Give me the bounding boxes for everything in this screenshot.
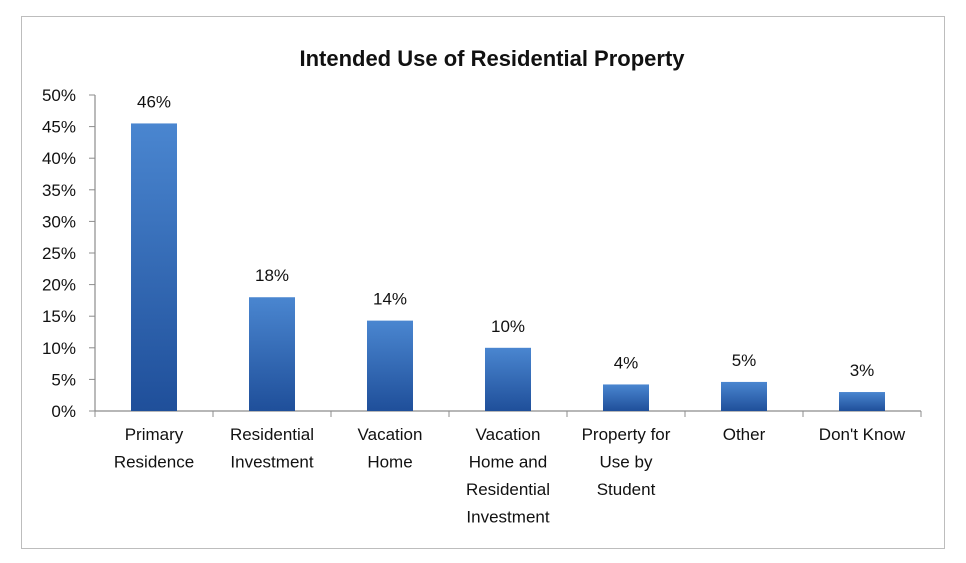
data-label: 46%	[137, 92, 171, 111]
y-tick-label: 40%	[42, 149, 76, 168]
bar	[131, 123, 177, 411]
bar-chart: Intended Use of Residential Property 0% 5…	[42, 46, 922, 527]
bar	[249, 297, 295, 411]
x-tick-label: Residential Investment	[230, 425, 314, 472]
y-tick-label: 15%	[42, 307, 76, 326]
y-tick-label: 0%	[51, 402, 76, 421]
y-tick-label: 35%	[42, 181, 76, 200]
x-tick-label: Property for Use by Student	[582, 425, 671, 499]
x-tick-label: Don't Know	[819, 425, 906, 444]
x-tick-label: Vacation Home	[358, 425, 423, 472]
y-tick-label: 10%	[42, 339, 76, 358]
y-tick-label: 20%	[42, 276, 76, 295]
data-labels: 46% 18% 14% 10% 4% 5% 3%	[137, 92, 874, 380]
y-tick-label: 25%	[42, 244, 76, 263]
y-tick-label: 50%	[42, 86, 76, 105]
category-labels: Primary Residence Residential Investment Vac…	[114, 425, 906, 527]
data-label: 4%	[614, 353, 639, 372]
y-tick-label: 5%	[51, 370, 76, 389]
bars	[131, 123, 885, 411]
x-tick-label: Vacation Home and Residential Investment	[466, 425, 550, 527]
bar	[485, 347, 531, 411]
data-label: 5%	[732, 351, 757, 370]
data-label: 10%	[491, 317, 525, 336]
y-tick-label: 30%	[42, 212, 76, 231]
x-tick-label: Other	[723, 425, 766, 444]
x-tick-label: Primary Residence	[114, 425, 194, 472]
chart-frame: Intended Use of Residential Property 0% 5…	[21, 16, 945, 549]
axes: 0% 5% 10% 15% 20% 25% 30% 35% 40% 45% 50%	[42, 86, 922, 421]
bar	[603, 384, 649, 411]
y-tick-label: 45%	[42, 118, 76, 137]
bar	[839, 392, 885, 411]
data-label: 3%	[850, 361, 875, 380]
bar	[721, 381, 767, 411]
chart-title: Intended Use of Residential Property	[299, 46, 685, 71]
data-label: 14%	[373, 290, 407, 309]
data-label: 18%	[255, 266, 289, 285]
bar	[367, 320, 413, 411]
